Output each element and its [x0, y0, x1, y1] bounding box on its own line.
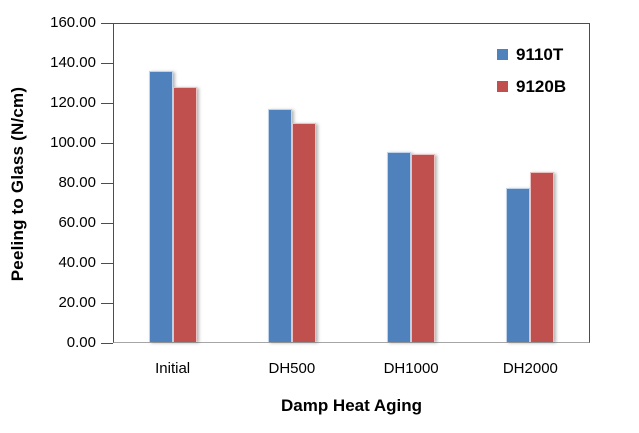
- bar-group-dh500: [233, 24, 352, 342]
- bar-9110t-dh1000: [386, 152, 411, 342]
- y-tick-mark: [101, 23, 113, 24]
- bar-9120b-initial: [173, 86, 198, 342]
- bar-9110t-dh2000: [505, 187, 530, 342]
- bar-9110t-initial: [149, 70, 174, 342]
- legend-label-9120b: 9120B: [516, 76, 567, 96]
- y-tick-mark: [101, 343, 113, 344]
- legend-item-9120b: 9120B: [497, 76, 567, 96]
- bar-9120b-dh1000: [410, 154, 435, 342]
- y-tick-label: 120.00: [50, 94, 96, 111]
- y-tick-label: 160.00: [50, 14, 96, 31]
- legend-swatch-9120b: [497, 81, 508, 92]
- y-tick-label: 20.00: [58, 294, 96, 311]
- legend-item-9110t: 9110T: [497, 44, 566, 64]
- y-tick-label: 60.00: [58, 214, 96, 231]
- y-tick-mark: [101, 143, 113, 144]
- bar-group-initial: [114, 24, 233, 342]
- x-category-label-dh1000: DH1000: [383, 360, 439, 377]
- y-tick-mark: [101, 63, 113, 64]
- bar-groups: [114, 24, 589, 342]
- bar-group-dh1000: [352, 24, 471, 342]
- x-category-label-initial: Initial: [155, 360, 191, 377]
- legend-label-9110t: 9110T: [516, 44, 564, 64]
- y-tick-mark: [101, 223, 113, 224]
- y-tick-label: 40.00: [58, 254, 96, 271]
- y-tick-mark: [101, 183, 113, 184]
- y-tick-label: 0.00: [66, 334, 96, 351]
- x-axis-title: Damp Heat Aging: [280, 396, 423, 415]
- bar-group-dh2000: [470, 24, 589, 342]
- y-tick-mark: [101, 303, 113, 304]
- legend-swatch-9110t: [497, 49, 508, 60]
- y-tick-mark: [101, 263, 113, 264]
- y-tick-label: 140.00: [50, 54, 96, 71]
- bar-9120b-dh500: [292, 123, 317, 342]
- y-tick-label: 80.00: [58, 174, 96, 191]
- x-category-label-dh500: DH500: [268, 360, 316, 377]
- y-tick-label: 100.00: [50, 134, 96, 151]
- plot-area: 9110T 9120B: [113, 23, 590, 343]
- bar-9110t-dh500: [268, 109, 293, 342]
- bar-9120b-dh2000: [529, 172, 554, 342]
- x-axis-category-labels: Initial DH500 DH1000 DH2000: [113, 360, 590, 377]
- y-tick-mark: [101, 103, 113, 104]
- legend: 9110T 9120B: [497, 44, 567, 110]
- x-category-label-dh2000: DH2000: [502, 360, 558, 377]
